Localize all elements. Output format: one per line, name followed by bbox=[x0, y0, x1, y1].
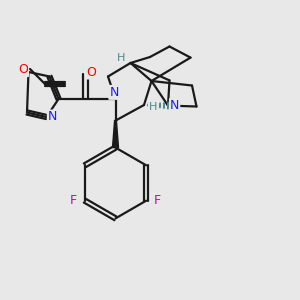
Text: H: H bbox=[117, 52, 126, 63]
Text: F: F bbox=[154, 194, 161, 207]
Text: O: O bbox=[86, 65, 96, 79]
Text: O: O bbox=[18, 63, 28, 76]
Text: N: N bbox=[48, 110, 57, 124]
Polygon shape bbox=[112, 121, 118, 148]
Text: N: N bbox=[170, 99, 179, 112]
Text: N: N bbox=[109, 86, 119, 99]
Text: H: H bbox=[149, 101, 157, 112]
Text: F: F bbox=[70, 194, 77, 207]
